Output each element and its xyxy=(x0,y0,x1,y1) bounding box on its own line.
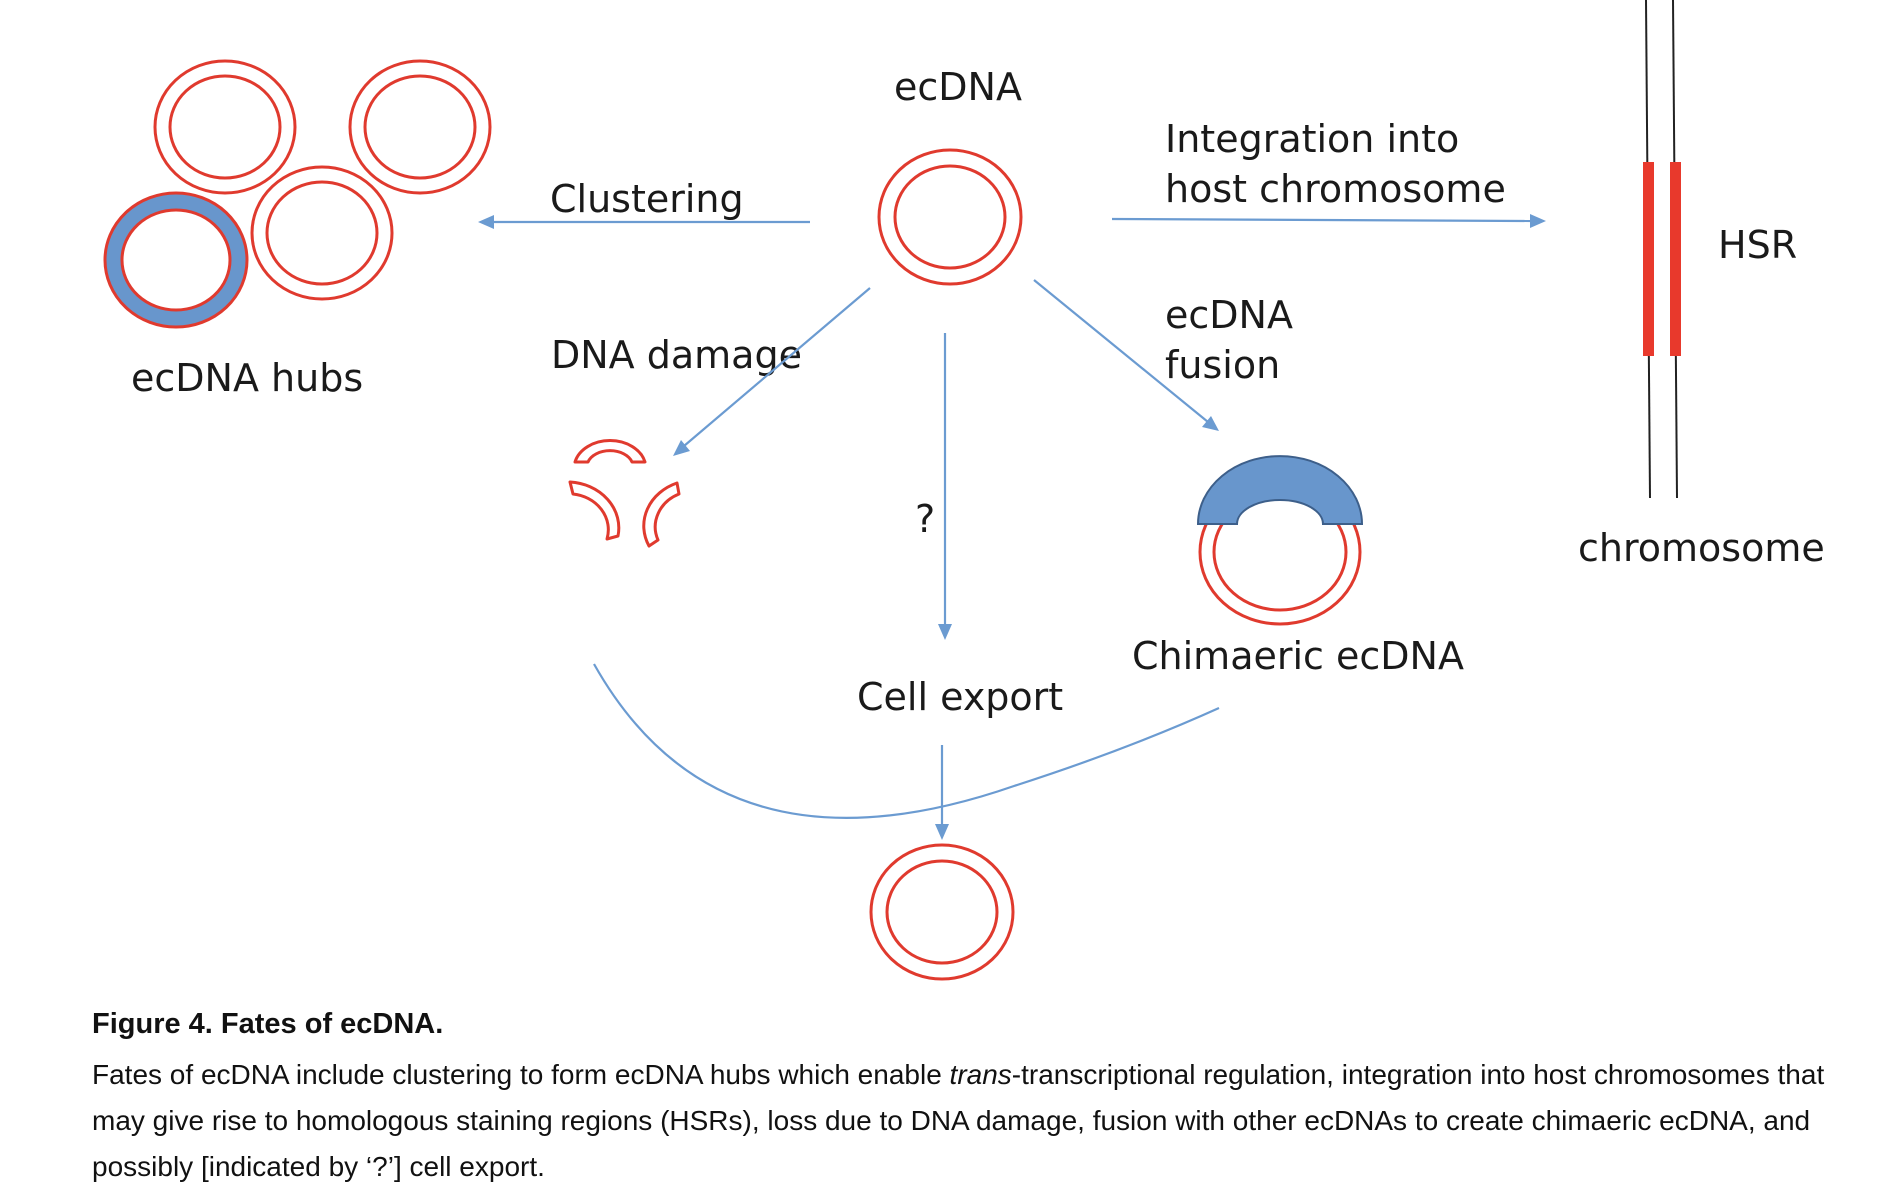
hsr-band-left xyxy=(1643,162,1654,356)
integration-label-line2: host chromosome xyxy=(1165,167,1506,211)
caption-title: Figure 4. Fates of ecDNA. xyxy=(92,1008,444,1040)
chromosome-label: chromosome xyxy=(1578,526,1825,570)
hub-ring-top-left xyxy=(153,59,297,195)
broken-ecdna-fragments xyxy=(568,439,681,548)
hsr-label: HSR xyxy=(1718,223,1797,267)
hsr-band-right xyxy=(1670,162,1681,356)
dna-damage-label: DNA damage xyxy=(551,333,802,377)
ecdna-fusion-arrow xyxy=(1033,279,1219,431)
caption-body-italic: trans xyxy=(949,1059,1012,1090)
chromosome xyxy=(1643,0,1681,499)
caption-body: Fates of ecDNA include clustering to for… xyxy=(92,1052,1852,1190)
export-arrow xyxy=(935,745,949,840)
fragment-left xyxy=(568,480,621,541)
caption-body-start: Fates of ecDNA include clustering to for… xyxy=(92,1059,950,1090)
clustering-label: Clustering xyxy=(550,177,744,221)
chimaeric-ecdna xyxy=(1196,455,1364,626)
ecdna-hubs-cluster xyxy=(103,59,492,329)
ecdna-hubs-label: ecDNA hubs xyxy=(131,356,363,400)
question-arrow xyxy=(938,333,952,640)
central-ecdna-ring xyxy=(877,148,1023,286)
hub-ring-top-right xyxy=(348,59,492,195)
caption-body-end: -transcriptional regulation, integration… xyxy=(92,1059,1825,1182)
ecdna-fusion-label-line2: fusion xyxy=(1165,343,1280,387)
hub-ring-middle xyxy=(250,165,394,301)
figure-caption: Figure 4. Fates of ecDNA. Fates of ecDNA… xyxy=(92,1004,1852,1190)
dna-damage-arrow xyxy=(673,287,871,456)
question-label: ? xyxy=(915,497,935,541)
integration-label-line1: Integration into xyxy=(1165,117,1459,161)
fused-segment xyxy=(1196,455,1364,525)
chimaeric-label: Chimaeric ecDNA xyxy=(1132,634,1464,678)
integration-arrow xyxy=(1111,214,1546,228)
cell-export-label: Cell export xyxy=(857,675,1063,719)
fragment-top xyxy=(573,439,647,464)
convergence-curve xyxy=(593,663,1220,819)
hub-ring-blue-filled xyxy=(103,191,249,329)
clustering-arrow xyxy=(478,215,810,229)
exported-ecdna-ring xyxy=(869,843,1015,981)
fragment-right xyxy=(642,481,681,548)
ecdna-fusion-label-line1: ecDNA xyxy=(1165,293,1293,337)
ecdna-label: ecDNA xyxy=(894,65,1022,109)
